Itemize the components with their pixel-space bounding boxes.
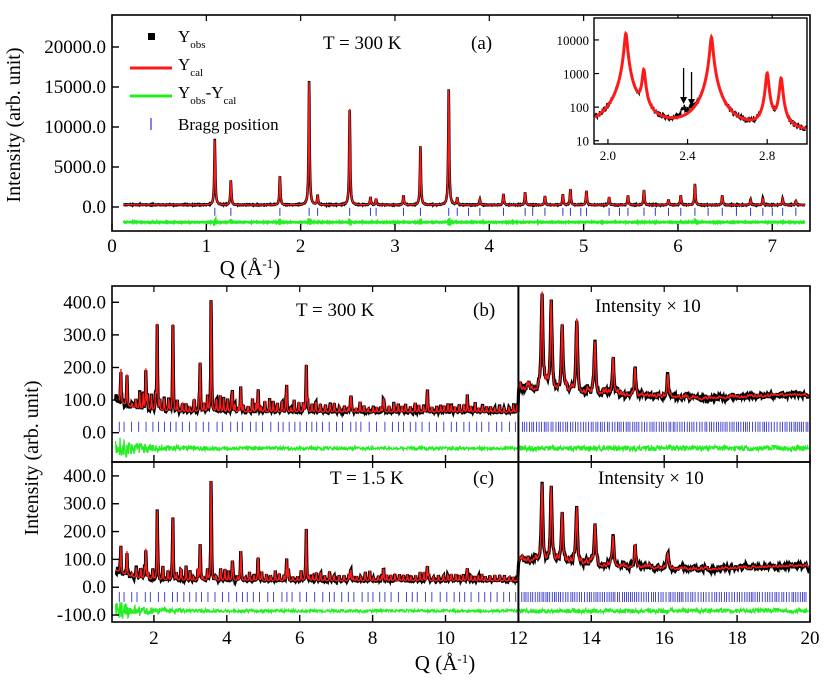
diff-curve [114, 437, 810, 459]
y-tick-label: 0.0 [82, 577, 106, 598]
panel-a-y-title: Intensity (arb. unit) [3, 48, 25, 203]
legend-cal-label: Ycal [178, 55, 203, 79]
inset-arrows [680, 68, 696, 106]
panel-a-x-title: Q (Å-1) [220, 256, 280, 281]
x-tick-label: 2 [149, 628, 159, 649]
panel-a-legend: Yobs Ycal Yobs-Ycal Bragg position [130, 27, 279, 134]
legend-diff-label: Yobs-Ycal [178, 83, 236, 107]
calculated-curve [115, 291, 809, 413]
panel-b-y-ticks: 0.0 100.0 200.0 300.0 400.0 [63, 292, 119, 444]
x-tick-label: 7 [768, 236, 778, 257]
panel-b-label: (b) [473, 300, 495, 321]
y-tick-label: 400.0 [63, 292, 106, 313]
panel-a-y-ticks: 0.0 5000.0 10000.0 15000.0 20000.0 [44, 37, 119, 218]
panel-a-frame [111, 14, 811, 232]
x-tick-label: 4 [222, 628, 232, 649]
panel-c-x-title: Q (Å-1) [415, 651, 475, 676]
inset-frame [593, 17, 808, 145]
legend-bragg-label: Bragg position [178, 115, 279, 134]
panel-bc-y-title: Intensity (arb. unit) [21, 381, 43, 536]
calculated-curve [115, 480, 810, 582]
panel-a-calculated-curve [123, 81, 805, 206]
inset-calculated-curve [594, 30, 807, 131]
x-tick-label: 6 [295, 628, 305, 649]
panel-a-data [122, 80, 806, 226]
panel-b: 0.0 100.0 200.0 300.0 400.0 T = 300 K (b) In… [63, 285, 811, 463]
y-tick-label: 0.0 [82, 197, 106, 218]
inset-y-ticks: 10 100 1000 10000 [557, 33, 599, 149]
observed-curve [114, 293, 811, 419]
x-tick-label: 4 [485, 236, 495, 257]
panel-c-x-ticks: 2 4 6 8 10 12 14 16 18 20 [149, 462, 820, 649]
x-tick-label: 12 [509, 628, 528, 649]
inset-y-tick-label: 10 [576, 134, 589, 149]
x-tick-label: 18 [728, 628, 747, 649]
panel-b-scale-note: Intensity × 10 [595, 296, 701, 317]
inset-arrow-head [688, 99, 696, 106]
inset-y-tick-label: 10000 [557, 33, 590, 48]
x-tick-label: 8 [368, 628, 378, 649]
panel-b-x-ticks [153, 286, 811, 462]
x-tick-label: 3 [390, 236, 400, 257]
x-tick-label: 20 [801, 628, 820, 649]
x-tick-label: 6 [673, 236, 683, 257]
y-tick-label: 20000.0 [44, 37, 106, 58]
x-tick-label: 2 [296, 236, 306, 257]
inset-background [594, 18, 807, 144]
y-tick-label: 300.0 [63, 325, 106, 346]
y-tick-label: 10000.0 [44, 117, 106, 138]
panel-c-frame [111, 461, 811, 623]
inset-x-tick-label: 2.4 [679, 148, 696, 163]
y-tick-label: 100.0 [63, 390, 106, 411]
inset-y-tick-label: 100 [570, 100, 590, 115]
inset-arrow-head [680, 97, 688, 104]
panel-c-scale-note: Intensity × 10 [598, 468, 704, 489]
y-tick-label: 300.0 [63, 494, 106, 515]
panel-b-temperature: T = 300 K [296, 300, 375, 321]
diff-curve [114, 602, 810, 620]
panel-a-x-ticks: 0 1 2 3 4 5 6 7 [107, 15, 777, 257]
panel-a-label: (a) [471, 33, 492, 54]
x-tick-label: 5 [579, 236, 589, 257]
y-tick-label: 0.0 [82, 423, 106, 444]
x-tick-label: 10 [436, 628, 455, 649]
panel-a-temperature: T = 300 K [323, 33, 402, 54]
inset-y-tick-label: 1000 [563, 67, 589, 82]
x-tick-label: 0 [107, 236, 117, 257]
y-tick-label: 200.0 [63, 357, 106, 378]
y-tick-label: -100.0 [57, 605, 106, 626]
panel-b-data [114, 291, 811, 459]
y-tick-label: 15000.0 [44, 77, 106, 98]
panel-a-diff-curve [122, 215, 806, 226]
legend-obs-marker [148, 33, 155, 40]
inset-x-tick-label: 2.8 [759, 148, 775, 163]
panel-c-temperature: T = 1.5 K [330, 468, 404, 489]
legend-obs-label: Yobs [178, 27, 206, 51]
panel-c-label: (c) [473, 468, 494, 489]
y-tick-label: 5000.0 [54, 157, 106, 178]
x-tick-label: 16 [655, 628, 674, 649]
inset-log-plot: 10 100 1000 10000 2.0 2.4 2.8 [557, 17, 808, 163]
y-tick-label: 100.0 [63, 549, 106, 570]
x-tick-label: 1 [202, 236, 212, 257]
panel-c-y-ticks: -100.0 0.0 100.0 200.0 300.0 400.0 [57, 466, 119, 626]
inset-data [594, 30, 807, 132]
y-tick-label: 400.0 [63, 466, 106, 487]
y-tick-label: 200.0 [63, 522, 106, 543]
inset-x-ticks: 2.0 2.4 2.8 [600, 139, 775, 163]
panel-c-data [114, 480, 811, 620]
inset-x-tick-label: 2.0 [600, 148, 616, 163]
x-tick-label: 14 [582, 628, 602, 649]
panel-b-frame [111, 285, 811, 463]
